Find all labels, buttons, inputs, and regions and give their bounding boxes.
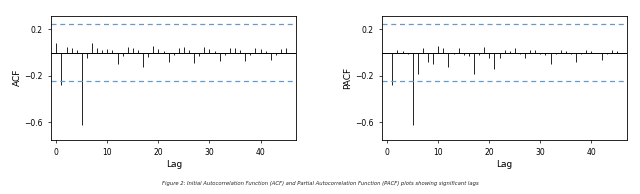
Text: Figure 2: Initial Autocorrelation Function (ACF) and Partial Autocorrelation Fun: Figure 2: Initial Autocorrelation Functi… <box>162 181 478 186</box>
X-axis label: Lag: Lag <box>497 160 513 169</box>
X-axis label: Lag: Lag <box>166 160 182 169</box>
Y-axis label: PACF: PACF <box>344 67 353 89</box>
Y-axis label: ACF: ACF <box>13 69 22 86</box>
